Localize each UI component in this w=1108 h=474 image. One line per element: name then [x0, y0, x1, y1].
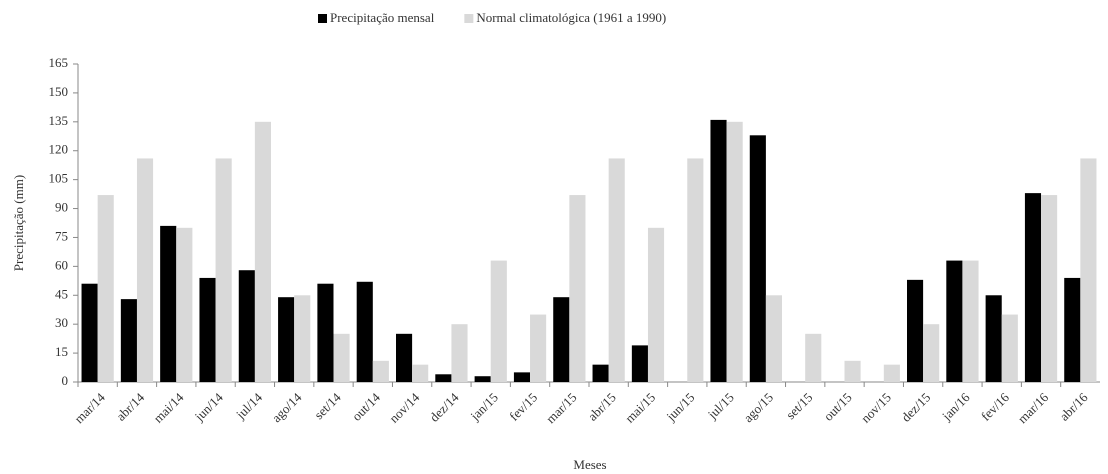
x-tick-label: jun/14	[191, 389, 226, 424]
y-tick-label: 120	[49, 142, 69, 157]
bar	[395, 333, 413, 382]
bar	[906, 279, 924, 382]
x-tick-label: mai/14	[150, 389, 186, 425]
bar	[765, 295, 783, 382]
y-tick-label: 45	[55, 286, 68, 301]
bar	[356, 281, 373, 382]
bar	[294, 295, 311, 382]
bar	[474, 376, 491, 382]
x-axis-title: Meses	[573, 457, 606, 472]
bar	[317, 283, 334, 382]
bar	[451, 324, 468, 382]
y-tick-label: 30	[55, 315, 68, 330]
y-tick-label: 0	[62, 373, 69, 388]
bar	[631, 345, 648, 382]
x-tick-label: jan/16	[938, 389, 973, 424]
bar	[81, 283, 98, 382]
x-tick-label: mar/15	[543, 390, 580, 427]
bar	[749, 135, 766, 382]
bar	[412, 364, 429, 382]
x-tick-label: dez/15	[898, 390, 933, 425]
x-tick-label: set/14	[311, 389, 344, 422]
bar	[592, 364, 609, 382]
x-tick-label: jan/15	[467, 390, 501, 424]
bar	[176, 227, 193, 382]
y-tick-label: 165	[49, 55, 69, 70]
x-tick-label: ago/15	[740, 390, 776, 426]
bar	[490, 260, 507, 382]
bar	[372, 360, 389, 382]
bar	[923, 324, 940, 382]
legend-label: Normal climatológica (1961 a 1990)	[476, 10, 666, 25]
y-tick-label: 150	[49, 84, 69, 99]
bar	[160, 225, 177, 382]
bar	[199, 277, 216, 382]
bar	[687, 158, 704, 382]
bar	[1041, 195, 1058, 382]
y-tick-label: 15	[55, 344, 68, 359]
x-tick-label: mar/16	[1015, 389, 1052, 426]
y-tick-label: 135	[49, 113, 69, 128]
bar	[569, 195, 586, 382]
bar	[553, 297, 570, 382]
x-tick-label: abr/14	[113, 389, 147, 423]
y-tick-label: 90	[55, 200, 68, 215]
x-tick-label: set/15	[783, 390, 816, 423]
x-tick-label: jul/15	[704, 390, 737, 423]
bar	[608, 158, 625, 382]
x-tick-label: ago/14	[269, 389, 305, 425]
x-tick-label: nov/15	[858, 390, 894, 426]
bar	[1064, 277, 1081, 382]
bar	[883, 364, 900, 382]
x-tick-label: out/15	[821, 390, 855, 424]
x-tick-label: mai/15	[622, 390, 658, 426]
bar	[726, 121, 743, 383]
bar	[254, 121, 272, 383]
bar	[710, 119, 727, 383]
bar	[805, 333, 822, 382]
bar	[844, 360, 861, 382]
y-tick-label: 75	[55, 228, 68, 243]
bar	[513, 372, 531, 382]
bar	[1024, 193, 1042, 382]
bar	[962, 260, 979, 382]
x-tick-label: abr/15	[585, 390, 619, 424]
legend-swatch	[318, 14, 327, 23]
x-tick-label: abr/16	[1056, 389, 1090, 423]
bar	[1080, 158, 1097, 382]
bar	[333, 333, 350, 382]
bar	[120, 299, 137, 382]
y-tick-label: 60	[55, 257, 68, 272]
bar	[238, 270, 255, 382]
bar	[136, 158, 154, 382]
x-tick-label: jul/14	[232, 389, 265, 422]
x-tick-label: out/14	[349, 389, 383, 423]
bar	[1001, 314, 1018, 382]
x-tick-label: nov/14	[386, 389, 422, 425]
x-tick-label: jun/15	[663, 390, 698, 425]
bar	[97, 195, 114, 382]
legend-swatch	[464, 14, 474, 23]
x-tick-label: fev/16	[978, 389, 1012, 423]
x-tick-label: fev/15	[506, 390, 540, 424]
y-tick-label: 105	[49, 171, 69, 186]
bar	[435, 374, 452, 382]
bar	[215, 158, 232, 382]
legend-label: Precipitação mensal	[330, 10, 435, 25]
bar	[946, 260, 963, 382]
x-tick-label: mar/14	[71, 389, 108, 426]
y-axis-title: Precipitação (mm)	[11, 175, 26, 271]
bar	[278, 297, 295, 382]
x-tick-label: dez/14	[427, 389, 462, 424]
bar	[985, 295, 1002, 382]
bar	[647, 227, 665, 382]
bar	[530, 314, 547, 382]
